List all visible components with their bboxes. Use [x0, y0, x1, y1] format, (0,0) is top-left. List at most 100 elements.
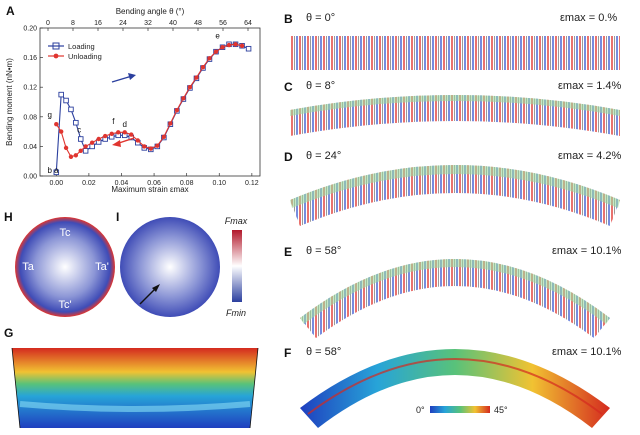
top-tick-label: 48	[194, 20, 202, 27]
unloading-point	[129, 132, 134, 137]
colorbar-f	[430, 406, 490, 413]
y-tick-label: 0.12	[23, 85, 37, 92]
unloading-point	[63, 145, 69, 151]
unloading-arrow	[112, 137, 135, 147]
unloading-point	[83, 144, 88, 149]
x-tick-label: 0.12	[245, 180, 259, 187]
loading-point	[82, 148, 89, 154]
panel-letter-i: I	[116, 210, 120, 224]
loading-point	[68, 106, 74, 113]
strain-label-e: εmax = 10.1%	[552, 245, 622, 257]
unloading-point	[116, 130, 121, 135]
unloading-point	[168, 121, 173, 126]
panel-letter-f: F	[284, 346, 292, 360]
chart-frame	[39, 27, 261, 177]
x-tick-label: 0.10	[212, 180, 226, 187]
legend-loading: Loading	[68, 42, 95, 51]
unloading-point	[102, 133, 108, 139]
top-tick-label: 0	[46, 20, 50, 27]
y-tick-label: 0.08	[23, 114, 37, 121]
theta-label-f: θ = 58°	[306, 346, 342, 358]
series-line-unloading	[55, 43, 243, 158]
h-label-ta-prime: Ta'	[95, 261, 109, 273]
unloading-point	[148, 146, 154, 151]
strain-label-f: εmax = 10.1%	[552, 346, 622, 358]
x-tick-label: 0.02	[82, 180, 96, 187]
unloading-point	[174, 107, 180, 113]
unloading-point	[135, 138, 140, 143]
colorbar-max-label: 45°	[494, 405, 508, 415]
unloading-point	[181, 96, 186, 101]
top-tick-label: 8	[71, 20, 75, 27]
i-label-fmin: Fmin	[226, 308, 246, 318]
x-axis-label: Maximum strain εmax	[111, 185, 188, 194]
x-tick-label: 0.00	[49, 180, 63, 187]
y-tick-label: 0.16	[23, 55, 37, 62]
top-tick-label: 56	[219, 20, 227, 27]
panel-letter-c: C	[284, 80, 293, 94]
point-annotation: e	[215, 31, 220, 40]
ribbon-e	[300, 259, 610, 338]
unloading-point	[226, 42, 232, 48]
unloading-point	[109, 131, 114, 137]
y-tick-label: 0.00	[23, 174, 37, 181]
unloading-point	[161, 134, 167, 139]
unloading-point	[58, 129, 64, 134]
unloading-point	[220, 45, 225, 50]
ribbon-b	[290, 36, 620, 70]
h-label-ta: Ta	[22, 261, 35, 273]
loading-point	[245, 45, 252, 52]
loading-point	[58, 91, 64, 98]
loading-arrow	[111, 73, 136, 83]
panel-h-disk	[15, 217, 115, 317]
strain-label-b: εmax = 0.%	[560, 12, 618, 24]
unloading-point	[142, 144, 147, 149]
unloading-point	[54, 122, 59, 127]
strain-label-d: εmax = 4.2%	[558, 150, 622, 162]
theta-label-b: θ = 0°	[306, 12, 336, 24]
panel-i-disk	[120, 217, 220, 317]
y-axis-label: Bending moment (nN•m)	[5, 58, 14, 146]
ribbon-figures	[290, 36, 620, 428]
panel-i-colorbar	[232, 230, 242, 302]
panel-letter-a: A	[6, 4, 15, 18]
unloading-point	[78, 148, 83, 154]
panel-i-domain: Fmax Fmin	[120, 216, 248, 318]
x-tick-label: 0.06	[147, 180, 161, 187]
ribbon-f	[300, 349, 610, 428]
top-tick-label: 32	[144, 20, 152, 27]
panel-letter-h: H	[4, 210, 13, 224]
unloading-point	[187, 85, 193, 90]
top-tick-label: 40	[169, 20, 177, 27]
ribbon-c	[290, 95, 620, 136]
top-tick-label: 64	[244, 20, 252, 27]
panel-h-domain: Tc Ta Ta' Tc'	[15, 217, 115, 317]
panel-g-body	[12, 348, 258, 428]
point-annotation: d	[123, 120, 127, 129]
theta-label-d: θ = 24°	[306, 150, 342, 162]
strain-label-c: εmax = 1.4%	[558, 80, 622, 92]
unloading-point	[207, 56, 212, 61]
panel-letter-g: G	[4, 326, 14, 340]
x-tick-label: 0.08	[180, 180, 194, 187]
point-annotation: b	[48, 166, 53, 175]
unloading-point	[73, 153, 79, 158]
point-annotation: a	[54, 166, 59, 175]
top-tick-label: 16	[94, 20, 102, 27]
h-label-tc: Tc	[60, 227, 72, 239]
unloading-point	[194, 75, 199, 80]
colorbar-min-label: 0°	[416, 405, 425, 415]
top-axis-label: Bending angle θ (°)	[116, 7, 185, 16]
theta-label-c: θ = 8°	[306, 80, 336, 92]
unloading-point	[213, 49, 219, 54]
panel-letter-d: D	[284, 150, 293, 164]
panel-letter-e: E	[284, 245, 293, 259]
unloading-point	[68, 154, 74, 159]
ribbon-d	[290, 165, 620, 226]
unloading-point	[200, 65, 206, 70]
point-annotation: f	[112, 117, 115, 126]
panel-g-field	[11, 347, 259, 429]
unloading-point	[89, 140, 95, 145]
unloading-point	[155, 143, 160, 148]
unloading-point	[233, 42, 238, 47]
